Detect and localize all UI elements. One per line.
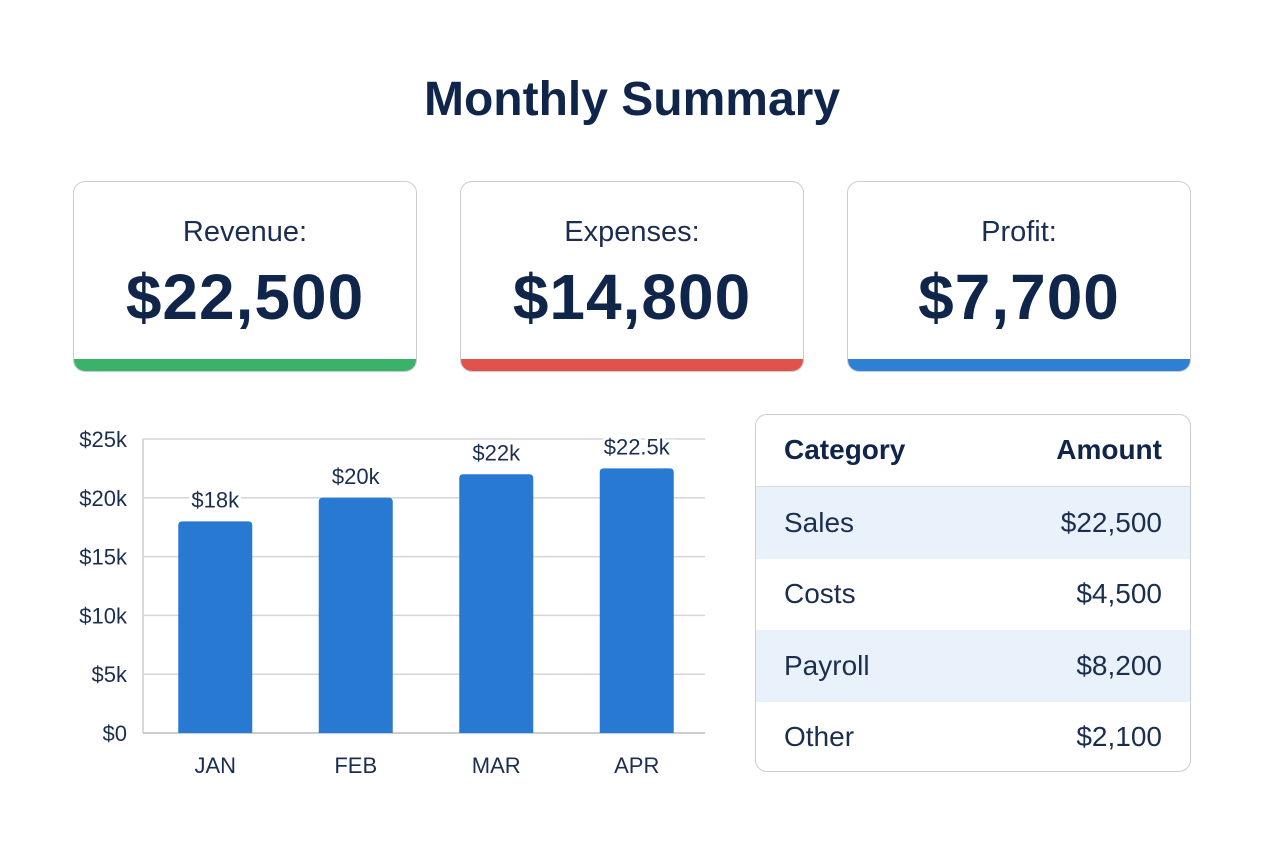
x-tick-label: FEB xyxy=(334,753,377,778)
cell-amount: $4,500 xyxy=(1076,578,1162,610)
y-tick-label: $5k xyxy=(92,662,128,687)
x-tick-label: MAR xyxy=(472,753,521,778)
bar-chart: $0 $5k $10k $15k $20k $25k $18k JAN $20k FEB $22k M… xyxy=(79,427,705,778)
table-row: Costs $4,500 xyxy=(756,559,1190,631)
card-label: Profit: xyxy=(981,216,1057,248)
expenses-card: Expenses: $14,800 xyxy=(460,181,804,372)
card-accent-bar xyxy=(74,359,416,371)
bar-feb xyxy=(318,497,393,733)
cell-category: Payroll xyxy=(784,649,870,681)
category-table: Category Amount Sales $22,500 Costs $4,5… xyxy=(755,414,1191,772)
card-accent-bar xyxy=(461,359,803,371)
cell-amount: $2,100 xyxy=(1076,721,1162,753)
y-tick-label: $15k xyxy=(79,545,128,570)
bar-apr xyxy=(599,468,674,733)
data-label: $22k xyxy=(472,440,521,465)
data-label: $22.5k xyxy=(604,434,671,459)
page-title: Monthly Summary xyxy=(423,73,841,126)
data-label: $20k xyxy=(332,464,381,489)
header-category: Category xyxy=(784,434,906,466)
x-tick-label: JAN xyxy=(194,753,236,778)
table-row: Other $2,100 xyxy=(756,702,1190,772)
revenue-card: Revenue: $22,500 xyxy=(73,181,417,372)
card-value: $7,700 xyxy=(918,261,1120,333)
bar-mar xyxy=(459,474,534,733)
x-tick-label: APR xyxy=(614,753,659,778)
cell-category: Costs xyxy=(784,578,856,610)
y-tick-label: $0 xyxy=(103,721,127,746)
card-value: $14,800 xyxy=(512,261,752,333)
table-row: Payroll $8,200 xyxy=(756,630,1190,702)
y-tick-label: $25k xyxy=(79,427,128,452)
table-header: Category Amount xyxy=(756,415,1190,487)
y-tick-label: $20k xyxy=(79,486,128,511)
header-amount: Amount xyxy=(1056,434,1162,466)
cell-amount: $22,500 xyxy=(1060,506,1162,538)
card-value: $22,500 xyxy=(125,261,365,333)
data-label: $18k xyxy=(191,487,240,512)
cell-amount: $8,200 xyxy=(1076,649,1162,681)
table-row: Sales $22,500 xyxy=(756,487,1190,559)
profit-card: Profit: $7,700 xyxy=(847,181,1191,372)
card-label: Revenue: xyxy=(182,216,308,248)
cell-category: Other xyxy=(784,721,855,753)
card-accent-bar xyxy=(848,359,1190,371)
cell-category: Sales xyxy=(784,506,855,538)
bar-jan xyxy=(178,521,253,733)
card-label: Expenses: xyxy=(564,216,700,248)
y-tick-label: $10k xyxy=(79,603,128,628)
